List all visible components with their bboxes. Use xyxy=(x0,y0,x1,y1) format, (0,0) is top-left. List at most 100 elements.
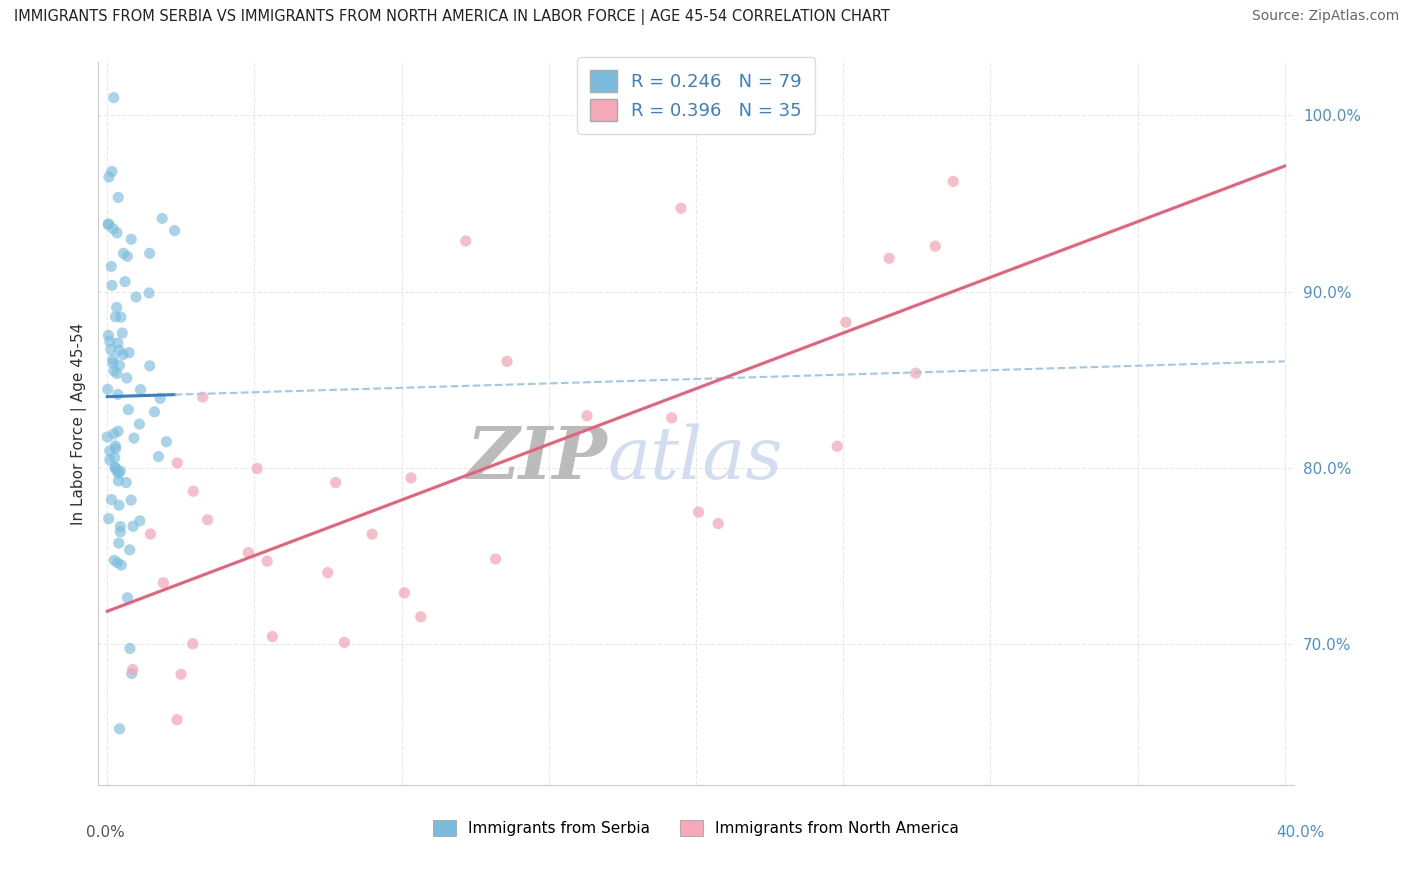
Point xyxy=(128,417,150,431)
Point xyxy=(688,505,710,519)
Point xyxy=(121,663,143,677)
Point xyxy=(115,475,138,490)
Point xyxy=(112,246,135,260)
Point xyxy=(103,91,125,105)
Point xyxy=(139,527,162,541)
Point xyxy=(101,278,124,293)
Point xyxy=(118,345,141,359)
Point xyxy=(166,456,188,470)
Point xyxy=(333,635,356,649)
Text: 40.0%: 40.0% xyxy=(1277,825,1324,840)
Point xyxy=(114,275,136,289)
Point xyxy=(115,371,138,385)
Point xyxy=(924,239,946,253)
Point xyxy=(101,356,124,370)
Point xyxy=(117,402,139,417)
Point xyxy=(98,444,121,458)
Point xyxy=(103,364,125,378)
Point xyxy=(409,609,432,624)
Point xyxy=(97,511,120,525)
Y-axis label: In Labor Force | Age 45-54: In Labor Force | Age 45-54 xyxy=(72,323,87,524)
Point xyxy=(904,366,927,380)
Point xyxy=(152,575,174,590)
Point xyxy=(399,471,422,485)
Point xyxy=(104,310,127,324)
Point xyxy=(110,310,132,324)
Point xyxy=(118,641,141,656)
Point xyxy=(107,556,129,570)
Point xyxy=(108,358,131,372)
Point xyxy=(148,450,170,464)
Point xyxy=(100,260,122,274)
Point xyxy=(103,553,125,567)
Point xyxy=(112,347,135,361)
Point xyxy=(105,301,128,315)
Text: atlas: atlas xyxy=(607,424,783,494)
Point xyxy=(707,516,730,531)
Point xyxy=(104,450,127,465)
Point xyxy=(149,392,172,406)
Point xyxy=(105,464,128,478)
Point xyxy=(97,169,120,184)
Point xyxy=(120,493,142,508)
Point xyxy=(238,546,260,560)
Point xyxy=(361,527,384,541)
Point xyxy=(110,464,132,478)
Point xyxy=(877,252,900,266)
Point xyxy=(110,519,132,533)
Point xyxy=(122,431,145,445)
Point xyxy=(107,474,129,488)
Point xyxy=(107,536,129,550)
Point xyxy=(121,666,143,681)
Point xyxy=(105,226,128,240)
Point xyxy=(256,554,278,568)
Point xyxy=(117,591,139,605)
Point xyxy=(107,335,129,350)
Legend: Immigrants from Serbia, Immigrants from North America: Immigrants from Serbia, Immigrants from … xyxy=(426,814,966,842)
Point xyxy=(108,498,131,512)
Point xyxy=(111,326,134,340)
Text: IMMIGRANTS FROM SERBIA VS IMMIGRANTS FROM NORTH AMERICA IN LABOR FORCE | AGE 45-: IMMIGRANTS FROM SERBIA VS IMMIGRANTS FRO… xyxy=(14,9,890,25)
Point xyxy=(101,352,124,367)
Point xyxy=(138,286,160,301)
Point xyxy=(246,461,269,475)
Point xyxy=(835,315,858,329)
Point xyxy=(107,467,129,481)
Point xyxy=(97,217,120,231)
Point xyxy=(108,722,131,736)
Point xyxy=(97,382,120,396)
Point xyxy=(120,232,142,246)
Point xyxy=(110,558,132,572)
Point xyxy=(170,667,193,681)
Point xyxy=(150,211,173,226)
Point xyxy=(96,430,118,444)
Point xyxy=(125,290,148,304)
Point xyxy=(104,442,127,456)
Point xyxy=(825,439,848,453)
Point xyxy=(108,343,131,358)
Point xyxy=(163,224,186,238)
Point xyxy=(166,713,188,727)
Point xyxy=(143,405,166,419)
Point xyxy=(103,222,125,236)
Point xyxy=(325,475,347,490)
Point xyxy=(101,164,124,178)
Point xyxy=(485,552,508,566)
Point xyxy=(107,387,129,401)
Point xyxy=(661,410,683,425)
Point xyxy=(105,367,128,381)
Point xyxy=(138,359,160,373)
Text: ZIP: ZIP xyxy=(467,424,607,494)
Point xyxy=(103,426,125,441)
Point xyxy=(98,334,121,349)
Point xyxy=(100,343,122,357)
Point xyxy=(98,453,121,467)
Point xyxy=(138,246,160,260)
Point xyxy=(100,492,122,507)
Point xyxy=(110,524,132,539)
Point xyxy=(107,424,129,438)
Point xyxy=(197,513,219,527)
Point xyxy=(262,630,284,644)
Point xyxy=(942,174,965,188)
Point xyxy=(117,249,139,263)
